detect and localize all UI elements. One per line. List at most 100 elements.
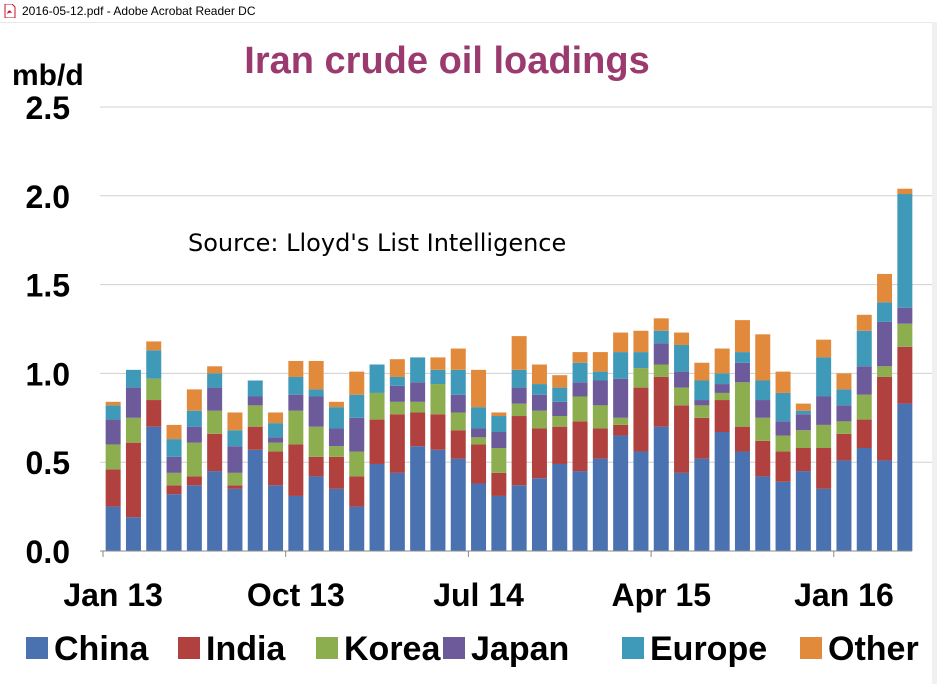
bar-segment-india [633, 387, 649, 452]
bar-segment-china [105, 506, 121, 551]
bar-segment-korea [471, 437, 487, 445]
bar-segment-china [389, 472, 405, 551]
bar-segment-japan [268, 437, 284, 443]
legend-swatch-china [26, 637, 48, 659]
bar-segment-china [592, 458, 608, 551]
bar-segment-china [288, 495, 304, 551]
bar-segment-india [572, 421, 588, 472]
bar-segment-korea [877, 366, 893, 377]
bar-segment-europe [552, 387, 568, 402]
bar-segment-india [268, 451, 284, 486]
bar-segment-china [653, 426, 669, 551]
bar-segment-other [471, 369, 487, 408]
bar-segment-china [166, 494, 182, 551]
bar-segment-japan [166, 456, 182, 473]
bar-segment-korea [856, 394, 872, 420]
bar-segment-europe [369, 364, 385, 393]
bar-segment-japan [227, 446, 243, 473]
bar-segment-china [410, 446, 426, 551]
bar-segment-korea [349, 451, 365, 477]
bar-segment-india [410, 412, 426, 447]
bar-segment-korea [146, 378, 162, 401]
bar-segment-japan [836, 405, 852, 422]
bar-segment-other [694, 362, 710, 381]
x-tick-label: Jan 13 [63, 577, 163, 613]
bar-segment-korea [186, 442, 202, 477]
bar-segment-europe [308, 389, 324, 397]
bar-segment-europe [613, 352, 629, 379]
bar-segment-india [227, 485, 243, 489]
bar-segment-europe [471, 407, 487, 429]
bar-segment-japan [247, 396, 263, 406]
bar-segment-china [369, 463, 385, 551]
bar-segment-japan [897, 307, 913, 324]
bar-segment-other [795, 403, 811, 411]
bar-segment-europe [146, 350, 162, 379]
bar-segment-other [207, 366, 223, 374]
bar-segment-europe [511, 369, 527, 388]
bar-segment-europe [897, 194, 913, 308]
bar-segment-korea [268, 442, 284, 452]
bar-segment-europe [247, 380, 263, 397]
bar-segment-japan [491, 432, 507, 448]
bar-segment-europe [734, 352, 750, 363]
bar-segment-other [633, 330, 649, 353]
bar-segment-europe [714, 373, 730, 385]
bar-segment-korea [592, 405, 608, 429]
bar-segment-korea [775, 435, 791, 452]
legend-label-japan: Japan [471, 630, 569, 668]
bar-segment-china [227, 488, 243, 551]
bar-segment-india [471, 444, 487, 484]
chart-title: Iran crude oil loadings [244, 40, 649, 82]
bar-segment-japan [674, 371, 690, 388]
bar-segment-china [674, 472, 690, 551]
bar-segment-europe [633, 352, 649, 369]
bar-segment-korea [613, 417, 629, 425]
bar-segment-japan [207, 387, 223, 411]
bar-segment-japan [653, 343, 669, 365]
bar-segment-europe [694, 380, 710, 401]
scrollbar-track[interactable] [932, 22, 937, 684]
bar-segment-china [146, 426, 162, 551]
bar-segment-korea [308, 426, 324, 457]
bar-segment-japan [572, 382, 588, 397]
bar-segment-other [430, 357, 446, 370]
bar-segment-japan [592, 380, 608, 406]
bar-segment-europe [877, 302, 893, 322]
bar-segment-other [856, 314, 872, 331]
bar-segment-other [816, 339, 832, 358]
bar-segment-india [389, 414, 405, 473]
bar-segment-korea [694, 405, 710, 418]
x-axis-ticks: Jan 13 Oct 13 Jul 14 Apr 15 Jan 16 [63, 551, 894, 613]
bar-segment-japan [105, 419, 121, 445]
bar-segment-other [268, 412, 284, 424]
bar-segment-korea [795, 430, 811, 448]
bar-segment-china [613, 435, 629, 551]
bar-segment-china [714, 432, 730, 551]
bar-segment-china [552, 463, 568, 551]
bar-segment-europe [105, 405, 121, 420]
bar-segment-other [450, 348, 466, 370]
bar-segment-japan [856, 366, 872, 395]
bar-segment-japan [308, 396, 324, 427]
bar-segment-india [755, 440, 771, 477]
bar-segment-india [816, 447, 832, 489]
bar-segment-china [308, 476, 324, 551]
bar-segment-korea [714, 392, 730, 401]
bar-segment-europe [592, 371, 608, 381]
bar-segment-india [349, 476, 365, 507]
bar-segment-europe [856, 330, 872, 367]
bar-segment-japan [410, 382, 426, 402]
bar-segment-china [247, 449, 263, 551]
bar-segment-europe [186, 410, 202, 427]
y-axis-ticks: 0.0 0.5 1.0 1.5 2.0 2.5 [26, 90, 70, 570]
bar-segment-korea [247, 405, 263, 427]
bar-segment-korea [633, 368, 649, 388]
legend-label-europe: Europe [650, 630, 767, 668]
bar-segment-korea [328, 446, 344, 457]
bar-segment-china [531, 478, 547, 551]
bar-segment-india [146, 400, 162, 427]
bar-segment-korea [166, 472, 182, 486]
bar-segment-korea [511, 403, 527, 417]
